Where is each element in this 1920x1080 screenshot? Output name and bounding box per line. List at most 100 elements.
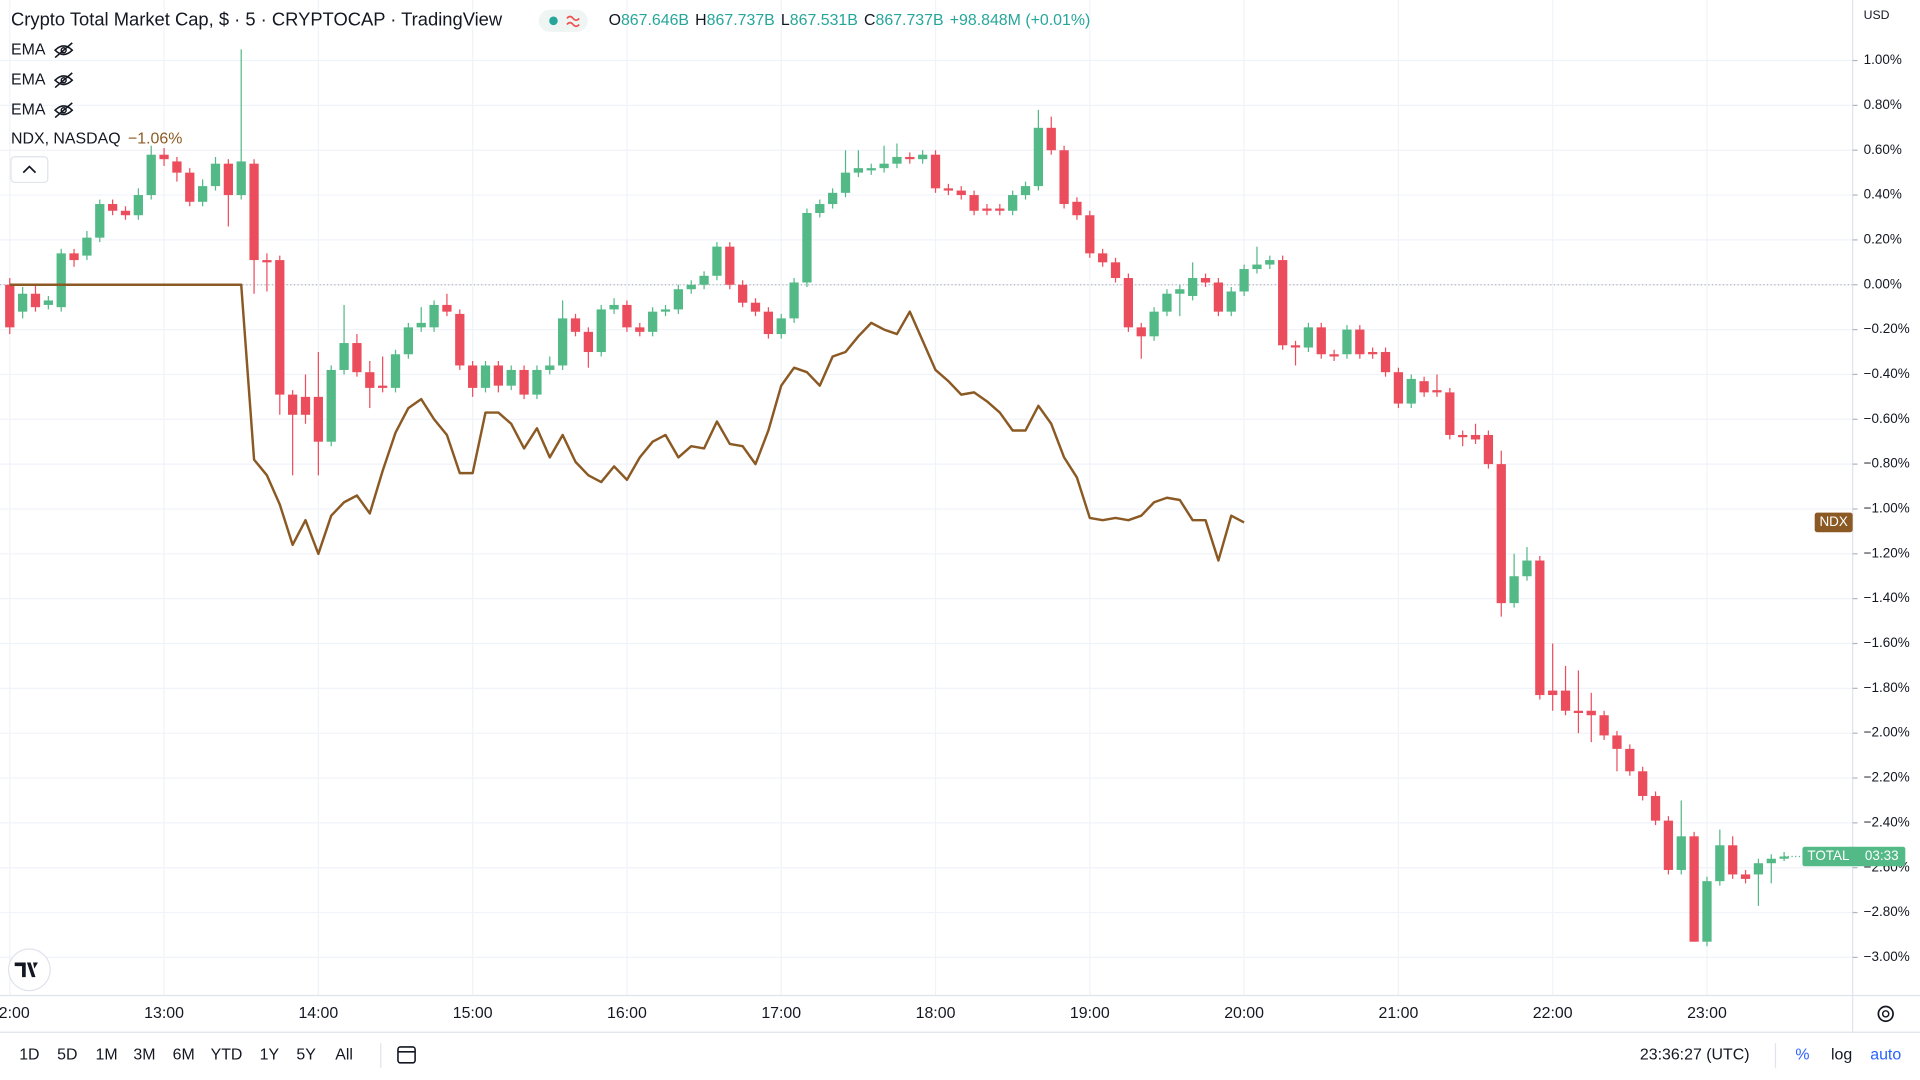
candle-body bbox=[1599, 715, 1609, 736]
range-button[interactable]: 1M bbox=[95, 1047, 117, 1064]
hidden-eye-icon[interactable] bbox=[53, 102, 74, 119]
candle-body bbox=[1136, 327, 1146, 337]
candle-body bbox=[1728, 845, 1738, 875]
candle-body bbox=[56, 253, 66, 308]
candle-body bbox=[1548, 690, 1558, 696]
y-tick-label: −1.00% bbox=[1864, 501, 1910, 516]
candle-body bbox=[1445, 392, 1455, 435]
indicator-name[interactable]: EMA bbox=[11, 101, 46, 118]
range-button[interactable]: 1D bbox=[19, 1047, 39, 1064]
y-tick-label: −3.00% bbox=[1864, 949, 1910, 964]
candle-body bbox=[660, 309, 671, 312]
candle-body bbox=[1149, 311, 1159, 337]
candle-body bbox=[930, 154, 941, 189]
series-tag-label: NDX bbox=[1819, 514, 1847, 529]
candle-body bbox=[738, 284, 748, 303]
candle-body bbox=[1046, 127, 1056, 151]
collapse-icon bbox=[22, 165, 37, 174]
candle-body bbox=[429, 304, 439, 328]
y-tick-label: −0.80% bbox=[1864, 456, 1910, 471]
candle-body bbox=[635, 327, 645, 332]
candle-body bbox=[840, 172, 851, 193]
indicator-name[interactable]: EMA bbox=[11, 71, 46, 88]
range-button[interactable]: 1Y bbox=[260, 1047, 280, 1064]
plot bbox=[5, 49, 1853, 947]
y-tick-label: −0.60% bbox=[1864, 411, 1910, 426]
hidden-eye-pupil bbox=[60, 47, 67, 54]
x-tick-label: 16:00 bbox=[607, 1005, 647, 1022]
scale-option[interactable]: log bbox=[1831, 1047, 1852, 1064]
currency-label[interactable]: USD bbox=[1864, 8, 1890, 22]
y-tick-label: −1.40% bbox=[1864, 590, 1910, 605]
candle-body bbox=[1740, 874, 1751, 879]
candle-body bbox=[30, 293, 41, 308]
candle-body bbox=[1368, 352, 1378, 355]
ohlc-label: C bbox=[864, 12, 876, 29]
candle-body bbox=[108, 204, 118, 211]
candle-body bbox=[378, 385, 388, 388]
calendar-icon[interactable] bbox=[397, 1046, 416, 1064]
range-button[interactable]: 6M bbox=[173, 1047, 195, 1064]
candle-body bbox=[198, 186, 208, 202]
candle-body bbox=[725, 246, 735, 285]
candle-body bbox=[763, 311, 773, 335]
hidden-eye-icon[interactable] bbox=[53, 42, 74, 59]
candle-body bbox=[133, 195, 143, 216]
candle-body bbox=[1560, 690, 1571, 711]
y-tick-label: −0.40% bbox=[1864, 366, 1910, 381]
candle-body bbox=[802, 213, 812, 283]
candle-body bbox=[570, 318, 581, 332]
candle-body bbox=[1483, 434, 1494, 465]
ohlc-readout: O867.646B H867.737B L867.531B C867.737B +98.… bbox=[609, 12, 1091, 29]
ohlc-value: 867.737B bbox=[876, 12, 944, 29]
candle-body bbox=[1689, 836, 1699, 942]
ohlc-value: 867.737B bbox=[707, 12, 775, 29]
candle-body bbox=[1702, 881, 1712, 942]
hidden-eye-pupil bbox=[60, 107, 67, 114]
candle-body bbox=[622, 304, 632, 328]
range-button[interactable]: 3M bbox=[133, 1047, 155, 1064]
candle-body bbox=[1239, 269, 1249, 292]
candle-body bbox=[506, 369, 516, 386]
scale-option[interactable]: % bbox=[1795, 1047, 1809, 1064]
clock[interactable]: 23:36:27 (UTC) bbox=[1640, 1047, 1750, 1064]
candle-body bbox=[1033, 127, 1044, 187]
candle-body bbox=[1676, 836, 1686, 870]
status-pill[interactable] bbox=[538, 9, 588, 32]
candle-body bbox=[879, 163, 889, 169]
range-button[interactable]: 5Y bbox=[296, 1047, 316, 1064]
candle-body bbox=[5, 284, 15, 328]
candle-body bbox=[1188, 278, 1198, 296]
candle-body bbox=[1470, 434, 1481, 440]
settings-icon[interactable] bbox=[1877, 1005, 1894, 1023]
candle-body bbox=[532, 369, 542, 395]
candle-body bbox=[789, 282, 799, 319]
y-tick-label: −1.80% bbox=[1864, 680, 1910, 695]
candle-body bbox=[1290, 345, 1301, 348]
y-tick-label: 0.60% bbox=[1864, 142, 1902, 157]
grid bbox=[0, 0, 1853, 996]
candle-body bbox=[558, 318, 568, 366]
candle-body bbox=[1162, 293, 1172, 312]
candle-body bbox=[1612, 735, 1622, 749]
status-dot bbox=[549, 16, 558, 26]
scale-option[interactable]: auto bbox=[1870, 1047, 1901, 1064]
x-tick-label: 17:00 bbox=[761, 1005, 801, 1022]
y-tick-label: 0.80% bbox=[1864, 97, 1902, 112]
hidden-eye-icon[interactable] bbox=[53, 72, 74, 89]
collapse-button[interactable] bbox=[10, 156, 49, 184]
compare-name: NDX, NASDAQ bbox=[11, 131, 121, 148]
candle-body bbox=[69, 253, 79, 261]
indicator-name[interactable]: EMA bbox=[11, 41, 46, 58]
candle-body bbox=[416, 322, 426, 328]
candle-body bbox=[1213, 282, 1224, 312]
candle-body bbox=[1020, 186, 1031, 196]
candle-body bbox=[1123, 278, 1134, 328]
candle-body bbox=[1342, 329, 1352, 355]
candle-body bbox=[918, 154, 928, 160]
range-button[interactable]: 5D bbox=[57, 1047, 77, 1064]
range-button[interactable]: All bbox=[335, 1047, 353, 1064]
range-button[interactable]: YTD bbox=[211, 1047, 243, 1064]
x-tick-label: 23:00 bbox=[1687, 1005, 1727, 1022]
